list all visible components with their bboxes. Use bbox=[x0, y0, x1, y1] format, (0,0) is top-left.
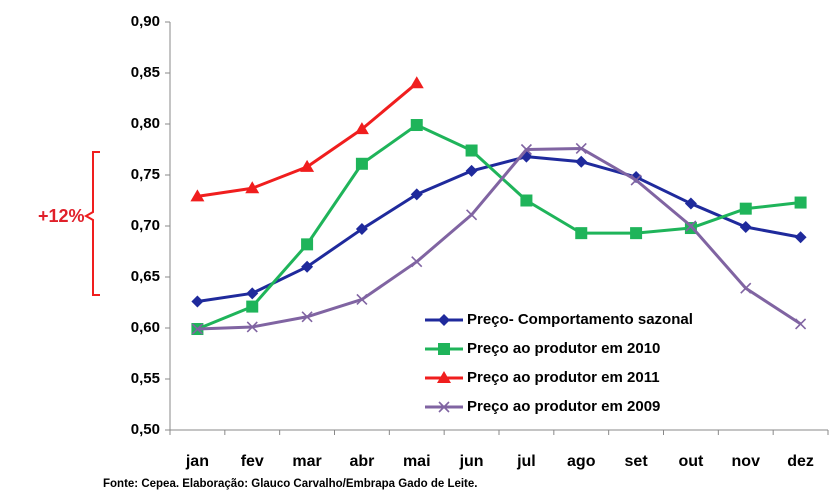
marker bbox=[465, 164, 478, 177]
series-line bbox=[197, 82, 418, 198]
marker bbox=[410, 119, 423, 132]
marker bbox=[409, 76, 424, 89]
marker bbox=[301, 260, 314, 273]
legend-label: Preço- Comportamento sazonal bbox=[467, 311, 693, 328]
x-tick-label: fev bbox=[241, 453, 264, 470]
x-tick-label: set bbox=[625, 453, 649, 470]
y-tick-label: 0,75 bbox=[131, 166, 160, 183]
marker bbox=[794, 231, 807, 244]
marker bbox=[191, 323, 203, 335]
marker bbox=[355, 223, 368, 236]
legend-marker bbox=[438, 343, 450, 355]
marker bbox=[740, 282, 752, 294]
y-tick-label: 0,90 bbox=[131, 13, 160, 30]
marker bbox=[520, 143, 532, 156]
x-tick-label: nov bbox=[732, 453, 761, 470]
y-tick-label: 0,50 bbox=[131, 421, 160, 438]
x-tick-label: abr bbox=[349, 453, 374, 470]
x-tick-label: dez bbox=[787, 453, 814, 470]
marker bbox=[246, 321, 258, 333]
marker bbox=[575, 227, 588, 240]
marker bbox=[466, 209, 478, 221]
y-tick-label: 0,55 bbox=[131, 370, 160, 387]
x-tick-label: jul bbox=[516, 453, 536, 470]
marker bbox=[245, 181, 260, 194]
marker bbox=[465, 144, 478, 157]
marker bbox=[190, 189, 205, 202]
y-tick-label: 0,80 bbox=[131, 115, 160, 132]
marker bbox=[684, 197, 697, 210]
marker bbox=[354, 122, 369, 135]
marker bbox=[355, 157, 368, 170]
marker bbox=[300, 159, 315, 172]
marker bbox=[575, 155, 588, 168]
series-line bbox=[197, 146, 802, 331]
marker bbox=[246, 287, 259, 300]
y-tick-label: 0,70 bbox=[131, 217, 160, 234]
marker bbox=[630, 174, 642, 186]
annotation: +12% bbox=[38, 206, 85, 226]
x-tick-label: ago bbox=[567, 453, 596, 470]
marker bbox=[410, 188, 423, 201]
marker bbox=[520, 194, 533, 207]
marker bbox=[411, 256, 423, 268]
bracket bbox=[83, 151, 100, 296]
marker bbox=[739, 221, 752, 234]
marker bbox=[301, 238, 314, 251]
x-tick-label: out bbox=[678, 453, 704, 470]
series-line bbox=[197, 155, 801, 303]
marker bbox=[794, 196, 807, 209]
legend-marker bbox=[438, 314, 450, 326]
x-tick-label: mar bbox=[292, 453, 321, 470]
marker bbox=[191, 295, 204, 308]
y-tick-label: 0,85 bbox=[131, 64, 160, 81]
series-line bbox=[196, 123, 801, 331]
legend-marker bbox=[438, 401, 450, 413]
marker bbox=[246, 300, 259, 313]
marker bbox=[685, 220, 697, 232]
legend-label: Preço ao produtor em 2009 bbox=[467, 398, 660, 415]
marker bbox=[739, 202, 752, 215]
marker bbox=[630, 227, 643, 240]
marker bbox=[301, 311, 313, 323]
legend-label: Preço ao produtor em 2011 bbox=[467, 369, 660, 386]
marker bbox=[356, 293, 368, 306]
x-tick-label: jun bbox=[459, 453, 484, 470]
marker bbox=[795, 318, 807, 330]
marker bbox=[575, 142, 587, 155]
y-tick-label: 0,65 bbox=[131, 268, 160, 285]
source: Fonte: Cepea. Elaboração: Glauco Carvalh… bbox=[103, 478, 477, 490]
y-tick-label: 0,60 bbox=[131, 319, 160, 336]
legend-marker bbox=[437, 371, 451, 383]
x-tick-label: mai bbox=[403, 453, 431, 470]
x-tick-label: jan bbox=[185, 453, 209, 470]
legend-label: Preço ao produtor em 2010 bbox=[467, 340, 660, 357]
